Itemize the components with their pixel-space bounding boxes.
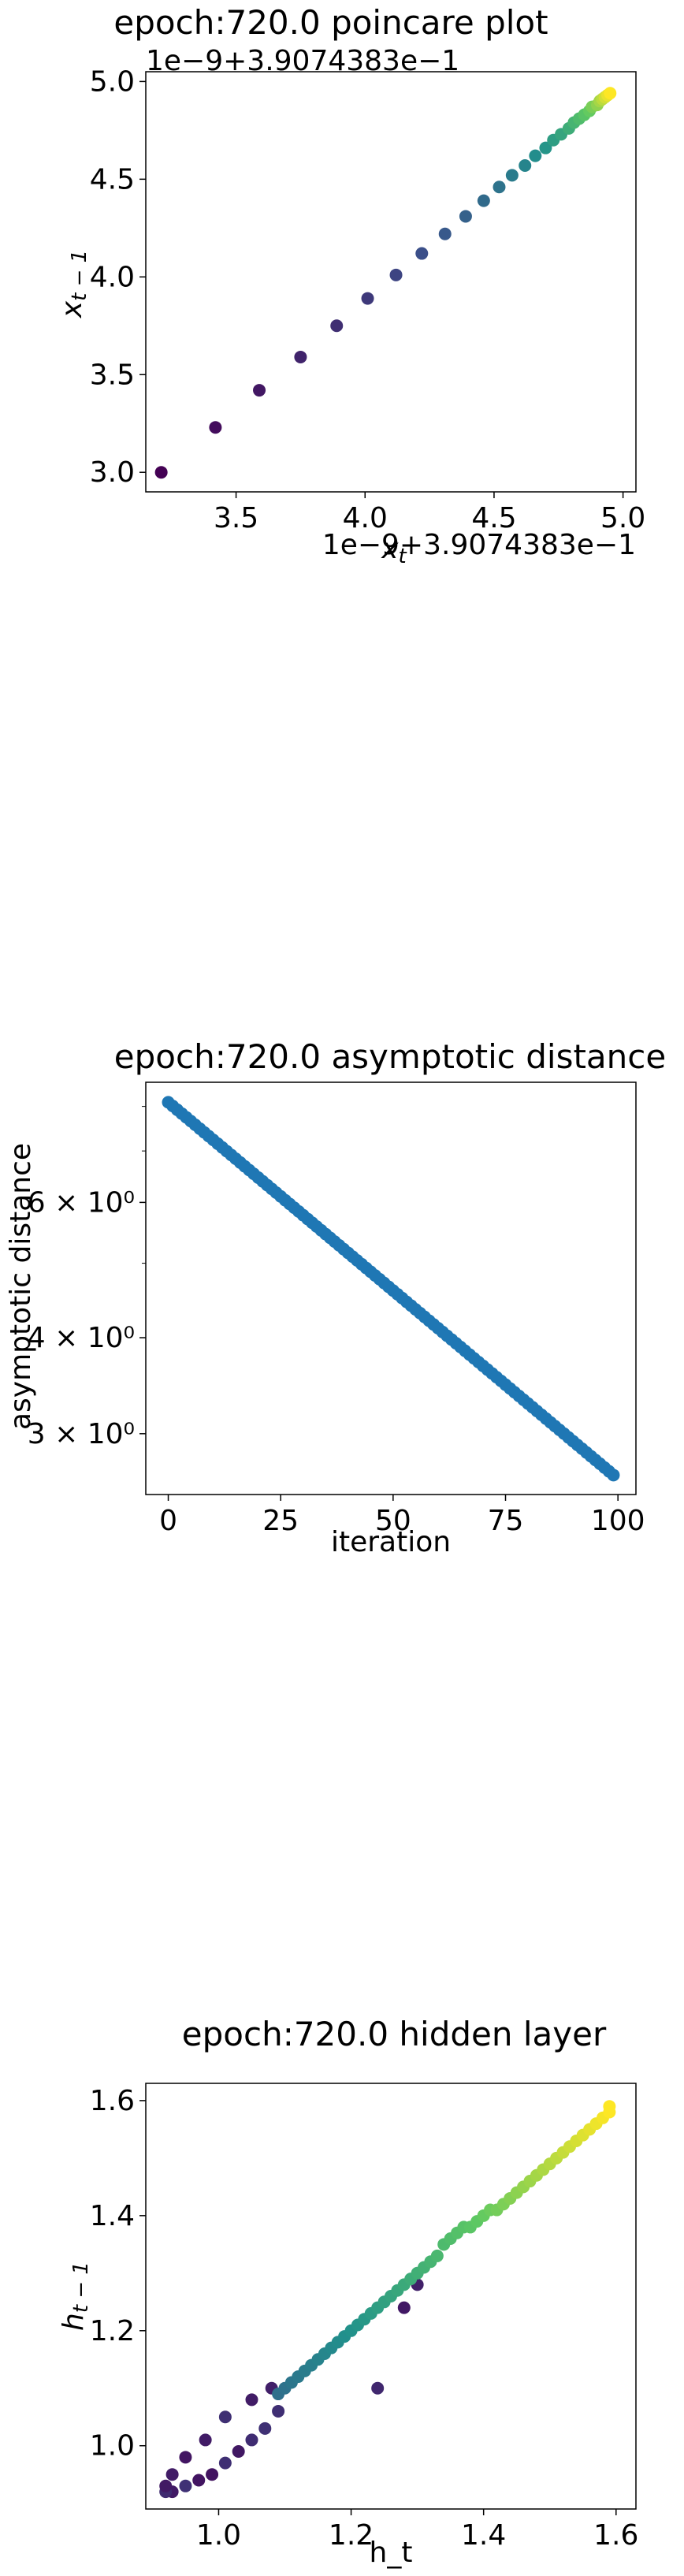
asymptotic-distance-chart: epoch:720.0 asymptotic distance 0 25 50 75 1… (5, 1037, 666, 1558)
y-tick-label: 4.5 (90, 163, 135, 195)
scatter-point (493, 181, 505, 193)
y-tick-label: 3 × 10⁰ (28, 1418, 135, 1450)
x-tick-label: 25 (262, 1505, 299, 1537)
hidden-y-axis-label: ht − 1 (58, 2261, 93, 2331)
x-tick-label: 0 (159, 1505, 177, 1537)
scatter-point (219, 2457, 232, 2470)
scatter-point (330, 319, 343, 332)
scatter-point (431, 2250, 444, 2262)
hidden-y-ticks: 1.0 1.2 1.4 1.6 (90, 2085, 146, 2462)
scatter-point (603, 2100, 615, 2113)
hidden-layer-chart: epoch:720.0 hidden layer 1.0 1.2 1.4 1.6 1.… (58, 2015, 638, 2569)
scatter-point (390, 269, 403, 281)
asymptotic-x-axis-label: iteration (331, 1526, 451, 1558)
scatter-point (192, 2474, 205, 2487)
y-tick-label: 4.0 (90, 261, 135, 293)
asymptotic-y-ticks: 3 × 10⁰ 4 × 10⁰ 6 × 10⁰ (28, 1186, 146, 1450)
y-tick-label: 4 × 10⁰ (28, 1322, 135, 1354)
scatter-point (253, 384, 266, 396)
y-tick-label: 3.0 (90, 456, 135, 489)
poincare-y-axis-label: xt − 1 (56, 250, 91, 318)
scatter-point (506, 169, 519, 181)
poincare-y-ticks: 3.0 3.5 4.0 4.5 5.0 (90, 65, 146, 489)
scatter-point (245, 2433, 258, 2446)
y-tick-label: 6 × 10⁰ (28, 1186, 135, 1219)
scatter-point (166, 2468, 179, 2481)
x-tick-label: 75 (488, 1505, 524, 1537)
scatter-point (272, 2405, 284, 2418)
poincare-plot-title: epoch:720.0 poincare plot (113, 3, 548, 42)
scatter-point (209, 421, 221, 434)
scatter-point (478, 195, 490, 207)
hidden-points (159, 2100, 615, 2498)
scatter-point (398, 2302, 411, 2314)
scatter-point (206, 2468, 218, 2481)
y-tick-label: 5.0 (90, 65, 135, 98)
scatter-point (159, 2480, 172, 2492)
y-tick-label: 1.0 (90, 2430, 135, 2462)
scatter-point (362, 292, 374, 305)
asymptotic-points (162, 1096, 620, 1481)
scatter-point (179, 2451, 191, 2463)
scatter-point (459, 210, 472, 222)
x-tick-label: 1.0 (196, 2519, 241, 2552)
x-tick-label: 1.2 (329, 2519, 374, 2552)
poincare-x-offset-label: 1e−9+3.9074383e−1 (322, 529, 636, 561)
hidden-x-ticks: 1.0 1.2 1.4 1.6 (196, 2509, 639, 2552)
x-tick-label: 3.5 (214, 502, 258, 534)
scatter-point (294, 351, 307, 363)
scatter-point (415, 248, 428, 260)
asymptotic-y-axis-label: asymptotic distance (5, 1143, 37, 1430)
y-tick-label: 1.6 (90, 2085, 135, 2117)
poincare-x-ticks: 3.5 4.0 4.5 5.0 (214, 492, 645, 534)
poincare-y-offset-label: 1e−9+3.9074383e−1 (146, 45, 459, 77)
scatter-point (529, 150, 541, 162)
x-tick-label: 1.4 (461, 2519, 506, 2552)
scatter-point (232, 2445, 245, 2458)
poincare-plot-chart: epoch:720.0 poincare plot 1e−9+3.9074383… (56, 3, 645, 568)
hidden-layer-title: epoch:720.0 hidden layer (182, 2015, 607, 2053)
poincare-points (155, 87, 617, 478)
y-tick-label: 3.5 (90, 359, 135, 391)
scatter-point (371, 2382, 384, 2395)
y-tick-label: 1.4 (90, 2200, 135, 2232)
scatter-point (199, 2433, 212, 2446)
x-tick-label: 1.6 (593, 2519, 638, 2552)
scatter-point (155, 466, 168, 478)
x-tick-label: 100 (591, 1505, 645, 1537)
y-tick-label: 1.2 (90, 2315, 135, 2347)
scatter-point (258, 2422, 271, 2435)
scatter-point (519, 159, 531, 172)
scatter-point (179, 2480, 191, 2492)
scatter-point (245, 2393, 258, 2406)
asymptotic-distance-title: epoch:720.0 asymptotic distance (114, 1037, 666, 1076)
scatter-point (604, 87, 616, 99)
scatter-point (607, 1469, 619, 1481)
hidden-x-axis-label: h_t (370, 2537, 413, 2569)
scatter-point (439, 228, 452, 240)
scatter-point (219, 2410, 232, 2423)
